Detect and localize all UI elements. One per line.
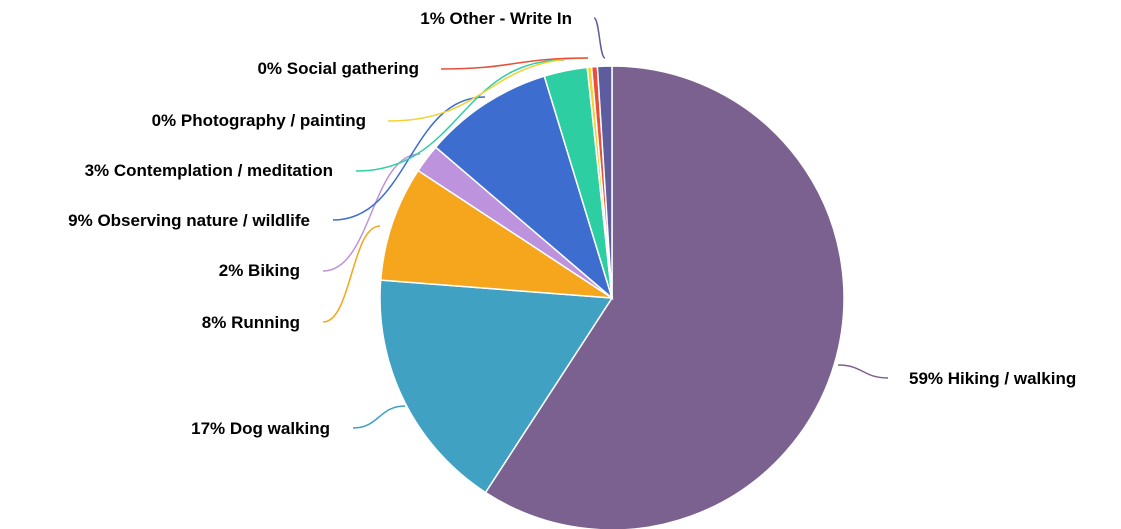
leader-lines-layer bbox=[322, 17, 889, 429]
pie-slice-2 bbox=[379, 279, 614, 494]
leader-line-4 bbox=[322, 153, 421, 272]
leader-line-7 bbox=[387, 57, 589, 122]
leader-line-6 bbox=[355, 59, 565, 172]
pie-slice-5 bbox=[434, 75, 614, 301]
pie-slice-1 bbox=[484, 65, 845, 529]
slice-label-3: 8% Running bbox=[202, 313, 300, 332]
leader-line-2 bbox=[352, 405, 406, 429]
slice-label-7: 0% Photography / painting bbox=[152, 111, 366, 130]
slice-label-2: 17% Dog walking bbox=[191, 419, 330, 438]
slice-label-9: 1% Other - Write In bbox=[420, 9, 572, 28]
leader-line-9 bbox=[593, 17, 606, 59]
leader-line-3 bbox=[322, 225, 381, 323]
slice-label-5: 9% Observing nature / wildlife bbox=[68, 211, 310, 230]
slice-label-1: 59% Hiking / walking bbox=[909, 369, 1076, 388]
slice-label-4: 2% Biking bbox=[219, 261, 300, 280]
labels-layer: 59% Hiking / walking 17% Dog walking 8% Ru… bbox=[68, 9, 1076, 438]
pie-slice-9 bbox=[596, 65, 613, 299]
pie-slice-3 bbox=[379, 169, 613, 299]
slice-label-8: 0% Social gathering bbox=[257, 59, 419, 78]
slices-layer bbox=[379, 65, 845, 529]
leader-line-1 bbox=[837, 364, 889, 379]
slice-label-6: 3% Contemplation / meditation bbox=[85, 161, 333, 180]
leader-line-8 bbox=[440, 57, 589, 70]
